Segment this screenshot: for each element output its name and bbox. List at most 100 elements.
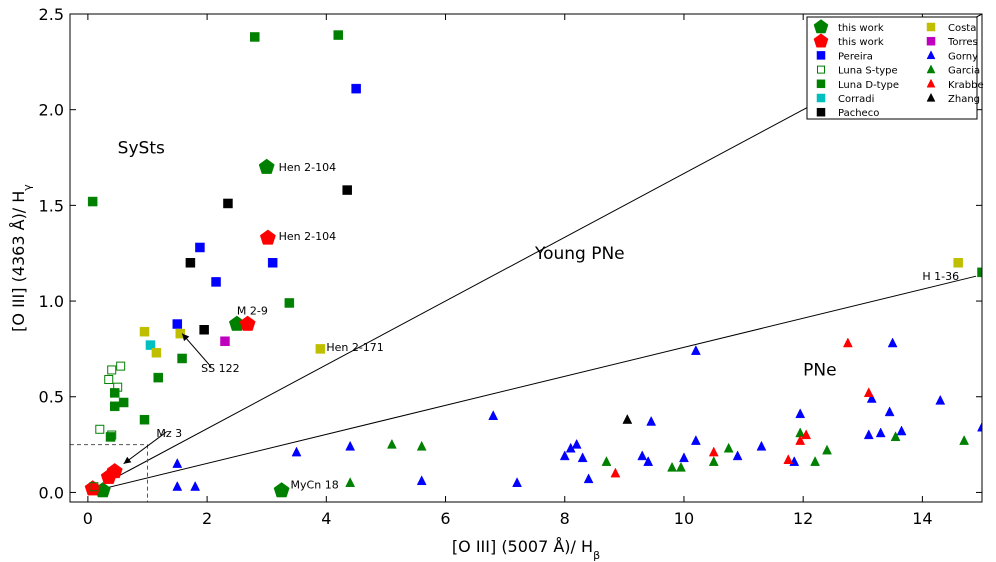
point-krabbe-triangle <box>610 467 621 478</box>
point-costa-square <box>175 328 186 339</box>
y-tick-label: 0.5 <box>39 388 64 407</box>
point-gorny-triangle <box>571 438 582 449</box>
point-pereira-square <box>172 319 183 329</box>
annotations: Hen 2-104 Hen 2-104 M 2-9 Hen 2-171 SS 122 Mz… <box>123 161 959 492</box>
annotation-mycn-18: MyCn 18 <box>291 479 339 492</box>
y-tick-label: 2.0 <box>39 101 64 120</box>
point-this-work-pentagon <box>100 468 117 484</box>
point-pacheco-square <box>223 198 233 209</box>
point-costa-square <box>139 326 150 337</box>
plot-frame <box>69 13 983 503</box>
point-pereira-square <box>351 83 361 94</box>
legend-marker-garcia <box>926 64 936 74</box>
point-gorny-triangle <box>345 440 356 451</box>
annotation-hen-2-104: Hen 2-104 <box>279 161 336 174</box>
point-garcia-triangle <box>810 456 821 466</box>
point-krabbe-triangle <box>801 429 812 440</box>
point-luna-s-type-square-open <box>89 482 99 492</box>
point-gorny-triangle <box>690 345 701 355</box>
legend-marker-luna-s-type <box>817 65 825 74</box>
point-luna-d-type-square <box>118 397 129 408</box>
point-this-work-pentagon <box>259 229 276 245</box>
legend-label-this-work: this work <box>838 23 884 34</box>
point-gorny-triangle <box>732 450 743 461</box>
x-tick-label: 10 <box>674 509 694 528</box>
annotation-ss-122: SS 122 <box>201 362 239 375</box>
point-costa-square <box>953 258 963 268</box>
point-gorny-triangle <box>172 481 183 491</box>
legend-label-torres: Torres <box>947 37 978 48</box>
point-luna-s-type-square-open <box>116 361 126 371</box>
point-pereira-square <box>211 277 221 287</box>
legend-label-costa: Costa <box>948 23 976 34</box>
point-gorny-triangle <box>756 440 767 451</box>
point-torres-square <box>220 336 230 346</box>
y-tick-label: 1.5 <box>39 196 64 215</box>
annotation-arrow-line <box>123 431 167 465</box>
point-corradi-square <box>145 340 156 350</box>
point-gorny-triangle <box>679 452 689 463</box>
legend-label-garcia: Garcia <box>948 66 980 77</box>
point-luna-d-type-square <box>109 401 120 412</box>
point-gorny-triangle <box>795 408 806 419</box>
point-luna-d-type-square <box>139 414 150 425</box>
point-gorny-triangle <box>875 427 886 438</box>
lower-boundary-line <box>87 275 977 493</box>
x-tick-label: 14 <box>912 509 932 528</box>
region-label-systs: SySts <box>118 139 165 159</box>
x-axis-label: [O III] (5007 Å)/ Hβ <box>452 537 600 562</box>
legend-label-luna-d-type: Luna D-type <box>838 80 899 91</box>
point-gorny-triangle <box>896 425 907 436</box>
annotation-hen-2-171: Hen 2-171 <box>326 341 383 354</box>
point-gorny-triangle <box>172 458 183 468</box>
point-garcia-triangle <box>386 438 397 449</box>
data-points <box>84 30 982 498</box>
point-gorny-triangle <box>643 456 654 466</box>
point-garcia-triangle <box>822 444 832 455</box>
point-this-work-pentagon <box>239 315 256 331</box>
x-tick-label: 12 <box>793 509 813 528</box>
point-gorny-triangle <box>887 337 898 348</box>
point-gorny-triangle <box>977 421 982 432</box>
annotation-arrowhead <box>123 456 132 464</box>
point-pacheco-square <box>185 258 196 268</box>
point-luna-d-type-square <box>250 32 260 42</box>
point-luna-d-type-square <box>284 298 295 308</box>
point-pacheco-square <box>199 325 209 335</box>
point-gorny-triangle <box>637 450 648 461</box>
point-luna-s-type-square-open <box>107 365 117 375</box>
legend-marker-krabbe <box>926 78 936 88</box>
legend-label-pacheco: Pacheco <box>838 108 879 119</box>
y-axis-label: [O III] (4363 Å)/ Hγ <box>9 184 34 332</box>
legend-label-corradi: Corradi <box>838 94 874 105</box>
point-zhang-triangle <box>622 414 633 424</box>
point-luna-d-type-square <box>153 372 163 383</box>
point-krabbe-triangle <box>708 446 719 457</box>
point-gorny-triangle <box>416 475 427 486</box>
point-gorny-triangle <box>935 394 946 405</box>
y-tick-label: 2.5 <box>39 5 64 24</box>
point-this-work-pentagon <box>258 158 275 174</box>
point-luna-d-type-square <box>333 30 343 40</box>
legend-marker-corradi <box>816 93 826 103</box>
x-tick-label: 8 <box>560 509 570 528</box>
legend-marker-pacheco <box>816 107 826 117</box>
point-gorny-triangle <box>583 473 594 484</box>
point-gorny-triangle <box>512 477 522 487</box>
point-costa-square <box>315 344 326 354</box>
point-gorny-triangle <box>577 452 588 463</box>
point-pereira-square <box>195 242 205 253</box>
legend-label-gorny: Gorny <box>948 51 978 62</box>
legend-label-luna-s-type: Luna S-type <box>838 66 898 77</box>
legend-label-this-work: this work <box>838 37 884 48</box>
point-garcia-triangle <box>959 435 970 445</box>
point-luna-d-type-square <box>87 196 98 207</box>
x-tick-label: 2 <box>202 509 212 528</box>
point-this-work-pentagon <box>84 480 101 496</box>
point-luna-d-type-square <box>105 432 116 442</box>
point-luna-d-type-square <box>109 388 120 398</box>
region-label-young-pne: Young PNe <box>534 244 625 264</box>
y-tick-label: 1.0 <box>39 292 64 311</box>
point-krabbe-triangle <box>783 454 794 464</box>
